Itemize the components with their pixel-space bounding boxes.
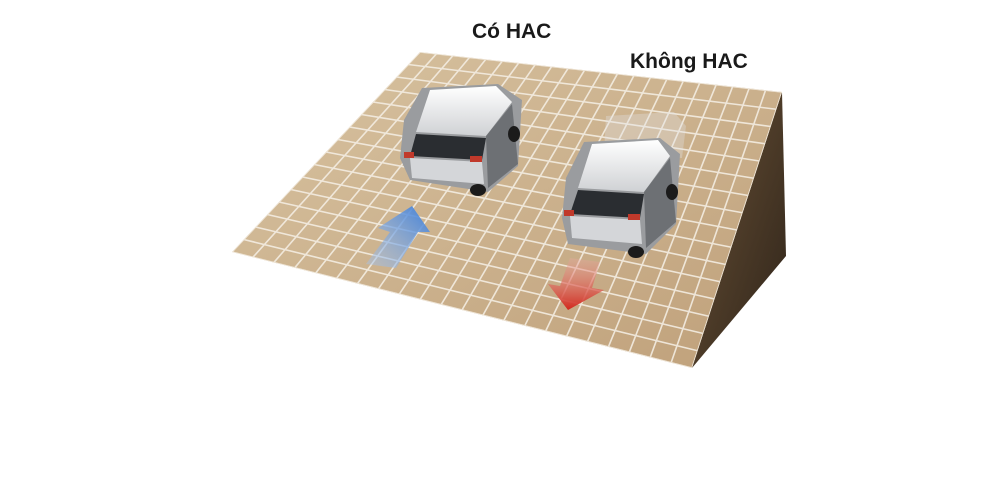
uphill-arrow [366,206,430,268]
rollback-arrow [548,258,604,310]
grid-line [408,63,777,111]
grid-line [278,201,715,300]
label-with-hac: Có HAC [472,20,552,43]
car-without-hac [562,138,680,258]
grid-line [419,52,782,93]
grid-line [243,238,698,352]
grid-line [267,213,710,318]
slope-side-face [692,92,786,368]
grid-line [255,226,704,335]
label-without-hac: Không HAC [630,50,748,73]
grid-line [396,76,771,128]
grid-line [290,188,721,283]
tile-grid [232,52,782,368]
car-with-hac [400,84,522,196]
grid-line [302,176,726,266]
